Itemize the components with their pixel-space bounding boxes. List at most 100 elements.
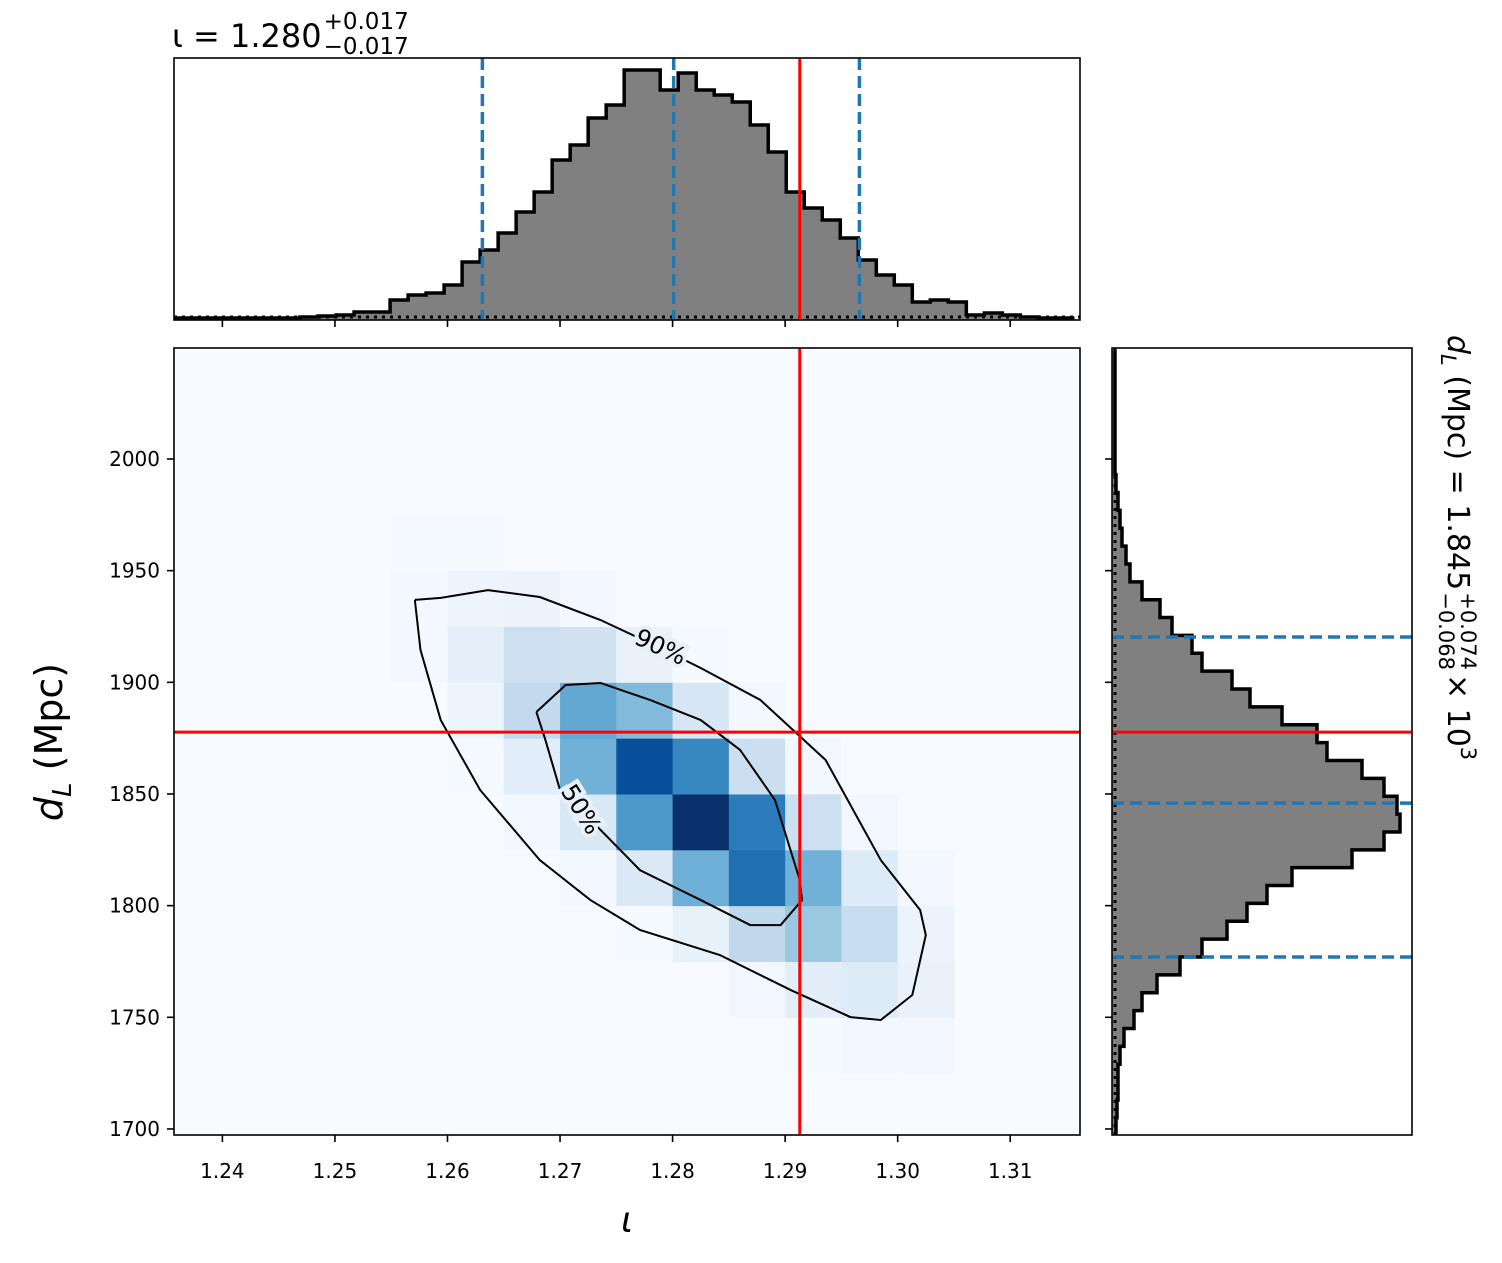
density-cell <box>728 961 786 1018</box>
hist-bar <box>930 300 949 320</box>
x-tick-label: 1.24 <box>200 1159 245 1183</box>
density-cell <box>841 849 899 907</box>
contour <box>413 589 927 1022</box>
title-main: ι = 1.280 <box>172 17 322 55</box>
x-tick-label: 1.30 <box>875 1159 920 1183</box>
hist-bar <box>1112 599 1160 618</box>
hist-bar <box>750 125 769 320</box>
hist-bar <box>588 118 607 320</box>
density-cell <box>841 570 899 627</box>
hist-bar <box>858 260 877 320</box>
hist-bar <box>1112 671 1232 690</box>
density-cell <box>841 961 899 1018</box>
density-cell <box>785 682 842 739</box>
density-cell <box>728 682 786 739</box>
hist-bar <box>1112 528 1122 547</box>
density-cell <box>897 514 955 572</box>
density-cell <box>391 682 448 739</box>
density-cell <box>672 905 730 962</box>
hist-bar <box>840 238 859 320</box>
density-cell <box>672 682 730 739</box>
density-cell <box>391 793 448 851</box>
hist-bar <box>552 160 571 320</box>
hist-bar <box>624 70 643 320</box>
hist-bar <box>822 220 841 320</box>
side-tail-text: × 10 <box>1440 674 1475 747</box>
hist-bar <box>372 312 391 320</box>
top-frame <box>173 57 1081 321</box>
y-tick-label: 1700 <box>109 1117 160 1141</box>
hist-bar <box>1112 689 1250 708</box>
density-cell <box>560 682 617 739</box>
x-tick-label: 1.25 <box>313 1159 358 1183</box>
hist-bar <box>1112 903 1247 922</box>
density-cell <box>785 793 842 851</box>
density-cell <box>616 514 674 572</box>
hist-bar <box>1112 760 1362 779</box>
y-tick-label: 1900 <box>109 670 160 694</box>
hist-bar <box>1112 1028 1124 1047</box>
hist-bar <box>1112 510 1120 529</box>
hist-bar <box>1112 474 1116 493</box>
density-cell <box>560 961 617 1018</box>
density-cell <box>897 793 955 851</box>
density-cell <box>503 1017 561 1074</box>
density-cell <box>447 570 505 627</box>
density-cell <box>728 849 786 907</box>
density-cell <box>447 682 505 739</box>
density-cell <box>391 514 448 572</box>
density-cell <box>616 570 674 627</box>
hist-bar <box>876 275 895 320</box>
x-tick-label: 1.26 <box>425 1159 470 1183</box>
y-tick-label: 2000 <box>109 447 160 471</box>
hist-bar <box>444 285 463 320</box>
density-cell <box>560 626 617 683</box>
contour <box>535 681 804 927</box>
density-cell <box>503 514 561 572</box>
hist-bar <box>1112 921 1227 940</box>
density-cell <box>391 849 448 907</box>
density-cell <box>897 682 955 739</box>
density-cell <box>391 738 448 795</box>
density-cell <box>616 793 674 851</box>
density-cell <box>672 961 730 1018</box>
hist-bar <box>498 233 517 320</box>
axes: 1.24 1.25 1.26 1.27 1.28 1.29 1.30 1.31 1700 1750… <box>109 320 1112 1183</box>
density-cell <box>447 905 505 962</box>
density-cell <box>897 1017 955 1074</box>
density-cell <box>897 849 955 907</box>
density-cell <box>785 514 842 572</box>
hist-bar <box>1112 849 1352 869</box>
hist-bar <box>1112 581 1142 601</box>
hist-bar <box>1002 315 1021 320</box>
hist-bar <box>354 312 373 320</box>
density-cell <box>728 738 786 795</box>
hist-bar <box>1112 635 1192 654</box>
hist-bar <box>606 105 625 320</box>
y-label-rest: (Mpc) <box>27 663 71 783</box>
hist-bar <box>786 192 805 320</box>
density-cell <box>503 738 561 795</box>
density-cell <box>841 514 899 572</box>
density-cell <box>616 961 674 1018</box>
density-cell <box>447 793 505 851</box>
density-cell <box>616 1017 674 1074</box>
hist-bar <box>1112 653 1202 672</box>
hist-bar <box>1112 1010 1134 1029</box>
hist-bar <box>1112 742 1327 761</box>
side-sub: L <box>1436 354 1460 366</box>
density-cell <box>503 626 561 683</box>
hist-bar <box>1112 885 1267 904</box>
hist-bar <box>1112 939 1202 958</box>
hist-bar <box>732 102 751 320</box>
density-cell <box>672 626 730 683</box>
y-tick-label: 1850 <box>109 782 160 806</box>
density-cell <box>841 682 899 739</box>
density-cell <box>560 738 617 795</box>
density-cell <box>841 738 899 795</box>
density-cell <box>447 1017 505 1074</box>
x-axis-label: ι <box>621 1200 633 1241</box>
density-cell <box>391 905 448 962</box>
hist-bar <box>1112 957 1180 976</box>
